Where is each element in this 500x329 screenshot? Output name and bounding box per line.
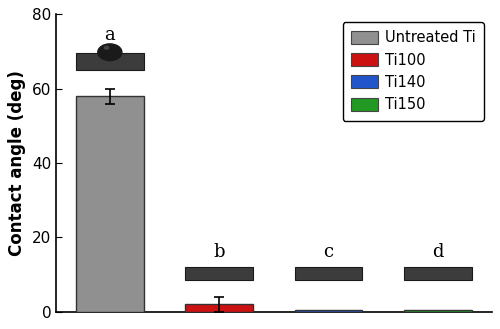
Ellipse shape [98, 44, 122, 61]
Bar [76, 53, 144, 70]
Bar [404, 310, 472, 312]
Text: b: b [214, 243, 225, 262]
Bar [404, 267, 472, 280]
Text: d: d [432, 243, 444, 262]
Text: a: a [104, 26, 115, 44]
Legend: Untreated Ti, Ti100, Ti140, Ti150: Untreated Ti, Ti100, Ti140, Ti150 [342, 22, 484, 121]
Bar [186, 304, 253, 312]
Bar [294, 267, 362, 280]
Ellipse shape [104, 46, 108, 49]
Bar [76, 96, 144, 312]
Bar [186, 267, 253, 280]
Y-axis label: Contact angle (deg): Contact angle (deg) [8, 70, 26, 256]
Bar [294, 310, 362, 312]
Text: c: c [324, 243, 334, 262]
